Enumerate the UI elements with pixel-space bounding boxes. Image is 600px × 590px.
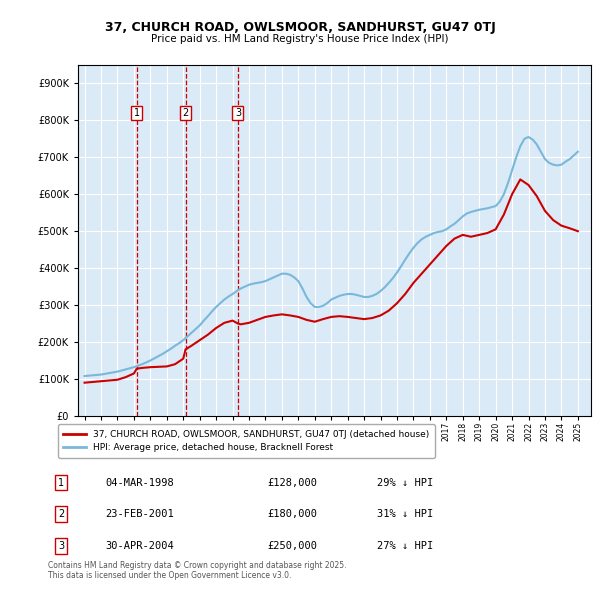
Text: 31% ↓ HPI: 31% ↓ HPI: [377, 509, 433, 519]
Text: Contains HM Land Registry data © Crown copyright and database right 2025.
This d: Contains HM Land Registry data © Crown c…: [48, 560, 347, 580]
Text: £128,000: £128,000: [267, 477, 317, 487]
Text: £180,000: £180,000: [267, 509, 317, 519]
Text: 1: 1: [58, 477, 64, 487]
Text: 04-MAR-1998: 04-MAR-1998: [106, 477, 174, 487]
Text: 1: 1: [134, 108, 140, 118]
Text: 23-FEB-2001: 23-FEB-2001: [106, 509, 174, 519]
Text: Price paid vs. HM Land Registry's House Price Index (HPI): Price paid vs. HM Land Registry's House …: [151, 34, 449, 44]
Text: 29% ↓ HPI: 29% ↓ HPI: [377, 477, 433, 487]
Text: 3: 3: [58, 540, 64, 550]
Legend: 37, CHURCH ROAD, OWLSMOOR, SANDHURST, GU47 0TJ (detached house), HPI: Average pr: 37, CHURCH ROAD, OWLSMOOR, SANDHURST, GU…: [58, 424, 434, 458]
Text: 37, CHURCH ROAD, OWLSMOOR, SANDHURST, GU47 0TJ: 37, CHURCH ROAD, OWLSMOOR, SANDHURST, GU…: [104, 21, 496, 34]
Text: 2: 2: [58, 509, 64, 519]
Text: £250,000: £250,000: [267, 540, 317, 550]
Text: 2: 2: [182, 108, 188, 118]
Text: 3: 3: [235, 108, 241, 118]
Text: 27% ↓ HPI: 27% ↓ HPI: [377, 540, 433, 550]
Text: 30-APR-2004: 30-APR-2004: [106, 540, 174, 550]
